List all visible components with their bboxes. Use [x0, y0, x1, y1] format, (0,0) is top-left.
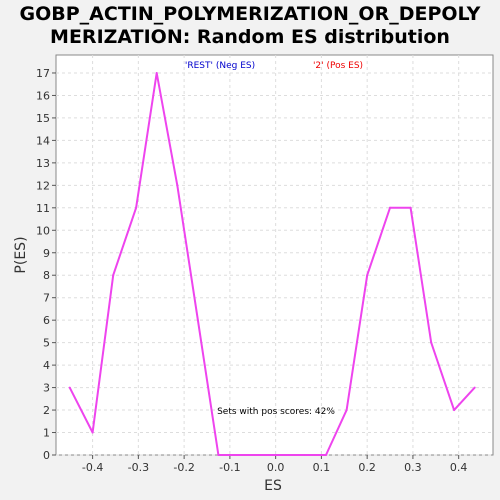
series-layer [68, 72, 476, 456]
data-point [345, 409, 348, 412]
y-tick-label: 5 [43, 337, 50, 350]
data-point [176, 184, 179, 187]
y-tick-label: 13 [36, 157, 50, 170]
data-point [279, 454, 282, 456]
data-point [430, 341, 433, 344]
data-point [217, 454, 220, 456]
series-line [68, 72, 476, 456]
y-tick-label: 2 [43, 404, 50, 417]
y-axis-label: P(ES) [13, 236, 29, 273]
plot-area [55, 54, 494, 456]
y-tick-label: 9 [43, 247, 50, 260]
y-tick-label: 6 [43, 314, 50, 327]
data-point [238, 454, 240, 456]
y-tick-label: 12 [36, 179, 50, 192]
x-tick-label: -0.2 [173, 461, 194, 474]
y-tick-label: 1 [43, 427, 50, 440]
grid [56, 55, 493, 456]
y-tick-label: 15 [36, 112, 50, 125]
data-point [196, 319, 199, 322]
data-point [473, 386, 476, 389]
x-tick-label: 0.4 [450, 461, 468, 474]
y-tick-label: 4 [43, 359, 50, 372]
y-tick-label: 10 [36, 224, 50, 237]
x-tick-label: -0.4 [82, 461, 103, 474]
data-point [409, 206, 412, 209]
x-tick-label: -0.3 [128, 461, 149, 474]
y-tick-label: 7 [43, 292, 50, 305]
chart-title-line1: GOBP_ACTIN_POLYMERIZATION_OR_DEPOLY [20, 3, 481, 25]
x-tick-label: 0.1 [313, 461, 331, 474]
data-point [112, 274, 115, 277]
pos-scores-annotation: Sets with pos scores: 42% [217, 407, 335, 417]
x-tick-label: 0.3 [404, 461, 422, 474]
data-point [68, 386, 71, 389]
y-tick-label: 16 [36, 89, 50, 102]
legend-entry-neg: 'REST' (Neg ES) [185, 61, 255, 71]
data-point [258, 454, 261, 456]
chart-title-line2: MERIZATION: Random ES distribution [50, 26, 450, 48]
y-tick-label: 14 [36, 134, 50, 147]
x-tick-label: 0.0 [267, 461, 285, 474]
y-tick-label: 0 [43, 449, 50, 462]
data-point [91, 431, 94, 434]
x-tick-label: -0.1 [219, 461, 240, 474]
x-axis-label: ES [264, 478, 282, 494]
data-point [304, 454, 307, 456]
y-tick-label: 11 [36, 202, 50, 215]
data-point [453, 409, 456, 412]
x-tick-label: 0.2 [358, 461, 376, 474]
legend-entry-pos: '2' (Pos ES) [313, 61, 363, 71]
data-point [155, 72, 158, 74]
y-tick-label: 3 [43, 382, 50, 395]
y-tick-label: 17 [36, 67, 50, 80]
data-point [325, 454, 327, 456]
data-point [389, 206, 391, 209]
data-point [366, 274, 369, 277]
data-point [135, 206, 138, 209]
y-tick-label: 8 [43, 269, 50, 282]
